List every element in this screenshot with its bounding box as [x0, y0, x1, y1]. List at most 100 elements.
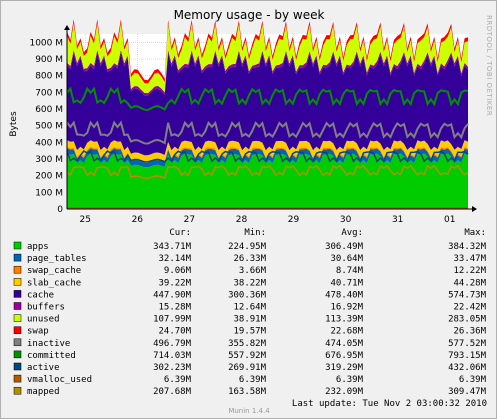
- x-tick-label: 31: [392, 215, 403, 225]
- legend-value-avg: 474.05M: [325, 339, 364, 349]
- y-tick-label: 100 M: [35, 188, 63, 198]
- y-tick-label: 300 M: [35, 155, 63, 165]
- legend-value-max: 432.06M: [448, 363, 487, 373]
- y-tick-label: 800 M: [35, 72, 63, 82]
- legend-series-name: cache: [27, 290, 54, 300]
- legend-value-avg: 40.71M: [330, 278, 363, 288]
- legend-column-header: Min:: [244, 228, 266, 238]
- x-tick-label: 26: [132, 215, 144, 225]
- legend-value-max: 577.52M: [448, 339, 487, 349]
- x-tick-label: 25: [80, 215, 91, 225]
- legend-value-max: 44.28M: [453, 278, 486, 288]
- rrdtool-watermark: RRDTOOL / TOBI OETIKER: [485, 15, 493, 116]
- legend-value-avg: 30.64M: [330, 254, 363, 264]
- legend-swatch: [13, 253, 22, 262]
- legend-value-min: 26.33M: [233, 254, 266, 264]
- last-update: Last update: Tue Nov 2 03:00:32 2010: [292, 399, 487, 409]
- chart-title: Memory usage - by week: [174, 8, 325, 22]
- legend-value-avg: 6.39M: [336, 375, 364, 385]
- legend-value-avg: 16.92M: [330, 303, 363, 313]
- legend-value-min: 12.64M: [233, 303, 266, 313]
- legend-value-cur: 15.28M: [158, 303, 191, 313]
- legend-swatch: [13, 338, 22, 347]
- y-tick-label: 400 M: [35, 138, 63, 148]
- legend-value-avg: 478.40M: [325, 290, 364, 300]
- legend-column-header: Max:: [464, 228, 486, 238]
- area-swap-cache: [67, 146, 468, 163]
- legend-value-avg: 676.95M: [325, 351, 364, 361]
- legend-value-cur: 447.90M: [153, 290, 192, 300]
- legend-value-min: 6.39M: [239, 375, 267, 385]
- legend-series-name: swap: [27, 327, 49, 337]
- y-tick-label: 0: [57, 205, 63, 215]
- legend-value-min: 300.36M: [228, 290, 267, 300]
- legend-series-name: vmalloc_used: [27, 375, 92, 385]
- legend-value-cur: 343.71M: [153, 242, 192, 252]
- x-tick-label: 28: [236, 215, 248, 225]
- legend-swatch: [13, 374, 22, 383]
- legend-series-name: apps: [27, 242, 49, 252]
- line-active: [66, 150, 469, 163]
- legend-series-name: page_tables: [27, 254, 87, 264]
- legend-value-cur: 496.79M: [153, 339, 192, 349]
- legend-value-cur: 39.22M: [158, 278, 191, 288]
- x-tick-label: 27: [184, 215, 195, 225]
- legend-swatch: [13, 302, 22, 310]
- legend-swatch: [13, 350, 22, 359]
- y-tick-label: 700 M: [35, 88, 63, 98]
- legend-series-name: unused: [27, 315, 60, 325]
- x-tick-label: 01: [444, 215, 455, 225]
- legend-value-min: 38.22M: [233, 278, 266, 288]
- legend-value-avg: 8.74M: [336, 266, 364, 276]
- legend-value-min: 269.91M: [228, 363, 267, 373]
- legend-value-avg: 22.68M: [330, 327, 363, 337]
- legend-value-cur: 6.39M: [164, 375, 192, 385]
- y-axis-arrow: [64, 25, 70, 30]
- legend: Cur: Min: Avg: Max: apps 343.71M 224.95M 306.49…: [13, 228, 487, 397]
- y-tick-label: 500 M: [35, 122, 63, 132]
- legend-value-cur: 714.03M: [153, 351, 192, 361]
- legend-value-cur: 9.06M: [164, 266, 192, 276]
- area-apps: [67, 153, 468, 209]
- legend-value-min: 224.95M: [228, 242, 267, 252]
- legend-series-name: slab_cache: [27, 278, 81, 288]
- legend-value-max: 26.36M: [453, 327, 486, 337]
- legend-value-max: 384.32M: [448, 242, 487, 252]
- legend-value-max: 12.22M: [453, 266, 486, 276]
- y-tick-label: 900 M: [35, 55, 63, 65]
- legend-value-cur: 207.68M: [153, 387, 192, 397]
- legend-series-name: active: [27, 363, 60, 373]
- legend-value-max: 283.05M: [448, 315, 487, 325]
- legend-series-name: committed: [27, 351, 76, 361]
- legend-value-min: 163.58M: [228, 387, 267, 397]
- legend-value-min: 38.91M: [233, 315, 266, 325]
- line-inactive: [66, 120, 469, 145]
- legend-swatch: [13, 362, 22, 371]
- legend-swatch: [13, 241, 22, 250]
- legend-swatch: [13, 290, 22, 298]
- legend-column-header: Cur:: [169, 228, 191, 238]
- legend-series-name: buffers: [27, 303, 65, 313]
- legend-value-avg: 232.09M: [325, 387, 364, 397]
- legend-value-min: 557.92M: [228, 351, 267, 361]
- legend-value-max: 33.47M: [453, 254, 486, 264]
- y-axis-label: Bytes: [9, 111, 19, 137]
- legend-column-header: Avg:: [341, 228, 363, 238]
- legend-value-max: 574.73M: [448, 290, 487, 300]
- legend-value-cur: 32.14M: [158, 254, 191, 264]
- munin-version: Munin 1.4.4: [228, 407, 270, 415]
- x-axis-arrow: [472, 206, 477, 212]
- legend-swatch: [13, 278, 22, 286]
- legend-series-name: mapped: [27, 387, 60, 397]
- x-tick-label: 30: [340, 215, 352, 225]
- legend-value-avg: 113.39M: [325, 315, 364, 325]
- area-buffers: [67, 49, 468, 96]
- axes: 0 100 M 200 M 300 M 400 M 500 M 600 M 700 M 800 …: [29, 25, 477, 225]
- legend-value-min: 19.57M: [233, 327, 266, 337]
- area-swap: [67, 19, 468, 84]
- legend-series-name: swap_cache: [27, 266, 81, 276]
- stacked-areas: [67, 19, 468, 209]
- x-tick-label: 29: [288, 215, 300, 225]
